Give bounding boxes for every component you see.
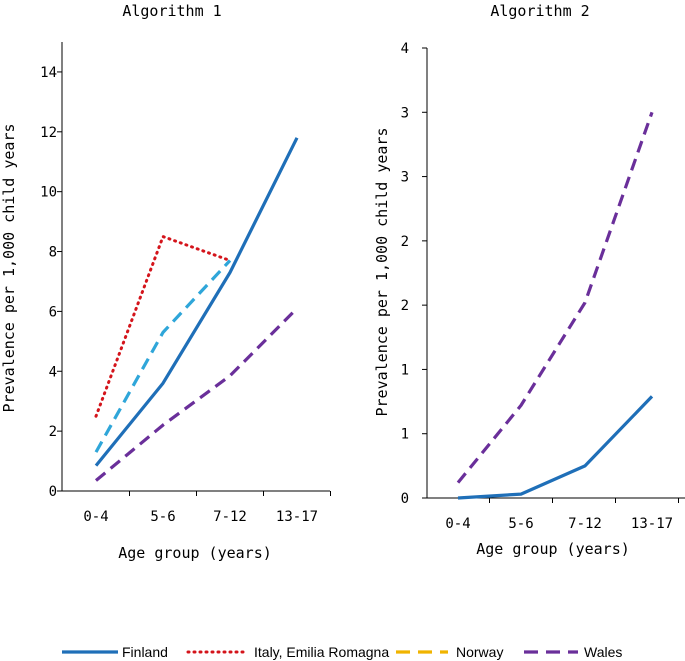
y-tick-label: 4 bbox=[401, 41, 409, 57]
y-tick-label: 1 bbox=[401, 427, 409, 443]
y-axis-label: Prevalence per 1,000 child years bbox=[0, 124, 18, 413]
y-tick-label: 3 bbox=[401, 105, 409, 121]
y-tick-label: 0 bbox=[401, 491, 409, 507]
chart-title: Algorithm 1 bbox=[122, 2, 221, 20]
y-tick-label: 1 bbox=[401, 362, 409, 378]
x-axis-label: Age group (years) bbox=[118, 544, 272, 562]
legend: Finland Italy, Emilia Romagna Norway Wales bbox=[62, 644, 622, 660]
x-tick-label: 5-6 bbox=[508, 516, 533, 532]
y-axis-label: Prevalence per 1,000 child years bbox=[373, 128, 391, 417]
series-line-finland bbox=[94, 137, 299, 467]
legend-label: Norway bbox=[456, 644, 503, 660]
x-tick-label: 7-12 bbox=[213, 509, 247, 525]
y-tick-label: 0 bbox=[49, 484, 57, 500]
x-tick-label: 13-17 bbox=[631, 516, 673, 532]
y-tick-label: 8 bbox=[49, 245, 57, 261]
y-tick-label: 4 bbox=[49, 364, 57, 380]
x-tick-label: 5-6 bbox=[150, 509, 175, 525]
legend-label: Finland bbox=[122, 644, 168, 660]
legend-label: Wales bbox=[584, 644, 622, 660]
x-axis-label: Age group (years) bbox=[476, 540, 630, 558]
y-tick-label: 3 bbox=[401, 170, 409, 186]
x-tick-label: 7-12 bbox=[568, 516, 602, 532]
x-tick-label: 13-17 bbox=[276, 509, 318, 525]
series-line-wales bbox=[94, 307, 299, 482]
x-tick-label: 0-4 bbox=[83, 509, 108, 525]
chart-panel-1: Algorithm 1 0 2 4 6 8 10 12 14 0-4 5-6 7-12 13-17 Age… bbox=[0, 2, 331, 562]
series-line-finland bbox=[457, 395, 654, 500]
y-tick-label: 14 bbox=[40, 65, 57, 81]
y-tick-label: 10 bbox=[40, 185, 57, 201]
series-line-wales bbox=[456, 111, 654, 484]
y-tick-label: 2 bbox=[401, 298, 409, 314]
series-line-norway bbox=[94, 259, 232, 453]
y-tick-label: 2 bbox=[49, 424, 57, 440]
y-tick-label: 12 bbox=[40, 125, 57, 141]
chart-title: Algorithm 2 bbox=[490, 2, 589, 20]
legend-label: Italy, Emilia Romagna bbox=[254, 644, 389, 660]
y-tick-label: 6 bbox=[49, 304, 57, 320]
y-tick-label: 2 bbox=[401, 234, 409, 250]
x-tick-label: 0-4 bbox=[445, 516, 470, 532]
series-line-italy-emilia-romagna bbox=[94, 235, 232, 418]
